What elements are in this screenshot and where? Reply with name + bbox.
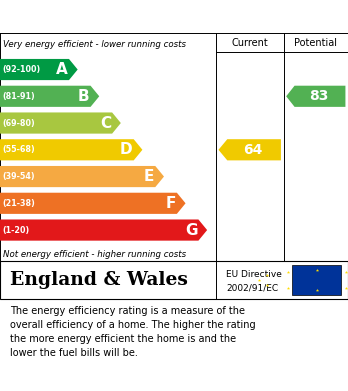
Text: (92-100): (92-100) <box>3 65 41 74</box>
Polygon shape <box>219 139 281 160</box>
Bar <box>292 265 341 295</box>
Polygon shape <box>0 139 142 160</box>
Text: Energy Efficiency Rating: Energy Efficiency Rating <box>10 9 231 24</box>
Text: Potential: Potential <box>294 38 337 47</box>
Text: D: D <box>120 142 133 157</box>
Polygon shape <box>0 219 207 240</box>
Text: (55-68): (55-68) <box>3 145 35 154</box>
Text: (1-20): (1-20) <box>3 226 30 235</box>
Polygon shape <box>0 113 121 134</box>
Text: EU Directive: EU Directive <box>226 270 282 279</box>
Text: The energy efficiency rating is a measure of the
overall efficiency of a home. T: The energy efficiency rating is a measur… <box>10 307 256 359</box>
Text: A: A <box>56 62 68 77</box>
Text: 83: 83 <box>310 89 329 103</box>
Polygon shape <box>286 86 346 107</box>
Text: B: B <box>78 89 89 104</box>
Polygon shape <box>0 193 185 214</box>
Text: (39-54): (39-54) <box>3 172 35 181</box>
Text: (69-80): (69-80) <box>3 118 35 127</box>
Text: Not energy efficient - higher running costs: Not energy efficient - higher running co… <box>3 250 187 259</box>
Text: E: E <box>144 169 154 184</box>
Polygon shape <box>0 86 99 107</box>
Text: Very energy efficient - lower running costs: Very energy efficient - lower running co… <box>3 40 187 49</box>
Polygon shape <box>0 166 164 187</box>
Text: C: C <box>100 115 111 131</box>
Text: (21-38): (21-38) <box>3 199 35 208</box>
Text: G: G <box>185 222 197 238</box>
Text: England & Wales: England & Wales <box>10 271 188 289</box>
Text: 2002/91/EC: 2002/91/EC <box>226 283 278 292</box>
Text: 64: 64 <box>244 143 263 157</box>
Text: Current: Current <box>231 38 268 47</box>
Text: (81-91): (81-91) <box>3 92 35 101</box>
Polygon shape <box>0 59 78 80</box>
Text: F: F <box>165 196 176 211</box>
